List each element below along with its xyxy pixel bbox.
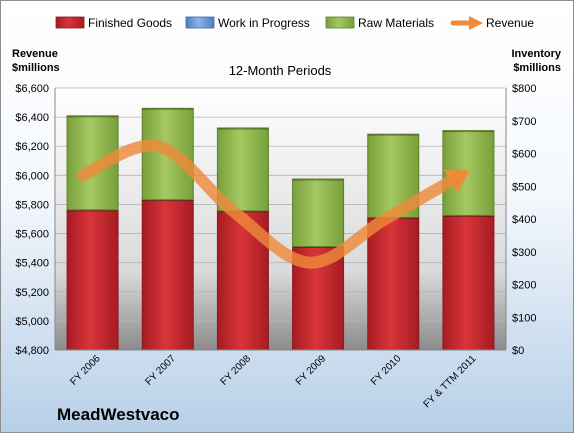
legend-item-raw-materials[interactable]: Raw Materials — [325, 16, 434, 30]
revenue-arrowhead — [443, 169, 470, 194]
right-axis-ticks: $0 $100 $200 $300 $400 $500 $600 $700 $800 — [512, 83, 536, 357]
left-tick-label: $5,400 — [15, 258, 49, 270]
chart-title: 12-Month Periods — [229, 63, 332, 78]
x-tick-label: FY 2010 — [369, 353, 404, 388]
right-tick-label: $400 — [512, 214, 536, 226]
bars — [66, 107, 495, 351]
legend-swatch-finished-goods — [55, 16, 85, 29]
x-tick-label: FY 2007 — [143, 353, 178, 388]
right-tick-label: $600 — [512, 149, 536, 161]
legend-arrow-revenue — [469, 16, 483, 30]
legend-item-revenue[interactable]: Revenue — [450, 16, 534, 30]
company-name: MeadWestvaco — [57, 405, 180, 424]
left-tick-label: $6,000 — [15, 170, 49, 182]
left-tick-label: $5,600 — [15, 229, 49, 241]
left-tick-label: $6,200 — [15, 141, 49, 153]
legend: Finished Goods Work in Progress Raw Mate… — [55, 16, 534, 30]
left-tick-label: $5,000 — [15, 316, 49, 328]
x-tick-label: FY 2009 — [294, 353, 329, 388]
x-tick-label: FY & TTM 2011 — [422, 353, 479, 410]
legend-swatch-raw-materials — [325, 16, 355, 29]
legend-swatch-work-in-progress — [185, 16, 215, 29]
right-tick-label: $100 — [512, 312, 536, 324]
left-axis-title-line2: $millions — [12, 62, 60, 74]
right-tick-label: $500 — [512, 181, 536, 193]
left-axis-title-line1: Revenue — [12, 48, 58, 60]
plot-area — [55, 88, 506, 350]
legend-label-revenue: Revenue — [486, 16, 534, 30]
left-axis-ticks: $4,800 $5,000 $5,200 $5,400 $5,600 $5,800 $6,0… — [15, 83, 49, 357]
legend-item-finished-goods[interactable]: Finished Goods — [55, 16, 172, 30]
revenue-line — [76, 139, 467, 269]
left-tick-label: $5,800 — [15, 199, 49, 211]
right-axis-title-line2: $millions — [513, 62, 561, 74]
bar-finished-goods — [141, 199, 194, 351]
right-tick-label: $200 — [512, 280, 536, 292]
right-axis-title-line1: Inventory — [511, 48, 561, 60]
bar-finished-goods — [367, 216, 420, 351]
legend-label-finished-goods: Finished Goods — [88, 16, 172, 30]
legend-item-work-in-progress[interactable]: Work in Progress — [185, 16, 310, 30]
legend-label-work-in-progress: Work in Progress — [218, 16, 310, 30]
left-tick-label: $6,600 — [15, 83, 49, 95]
gridlines — [55, 87, 506, 322]
revenue-series — [76, 139, 470, 269]
right-tick-label: $700 — [512, 116, 536, 128]
x-tick-label: FY 2008 — [219, 353, 254, 388]
left-tick-label: $6,400 — [15, 112, 49, 124]
x-axis-ticks: FY 2006 FY 2007 FY 2008 FY 2009 FY 2010 FY & … — [68, 353, 479, 410]
bar-finished-goods — [442, 214, 495, 351]
right-tick-label: $300 — [512, 247, 536, 259]
right-tick-label: $800 — [512, 83, 536, 95]
x-tick-label: FY 2006 — [68, 353, 103, 388]
legend-label-raw-materials: Raw Materials — [358, 16, 434, 30]
left-tick-label: $4,800 — [15, 345, 49, 357]
bar-finished-goods — [66, 209, 119, 351]
right-tick-label: $0 — [512, 345, 524, 357]
left-tick-label: $5,200 — [15, 287, 49, 299]
bar-raw-materials — [292, 178, 345, 248]
